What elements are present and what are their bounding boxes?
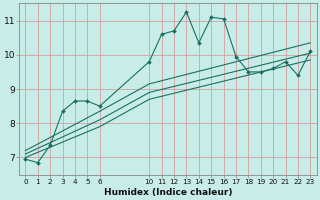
X-axis label: Humidex (Indice chaleur): Humidex (Indice chaleur) bbox=[104, 188, 232, 197]
